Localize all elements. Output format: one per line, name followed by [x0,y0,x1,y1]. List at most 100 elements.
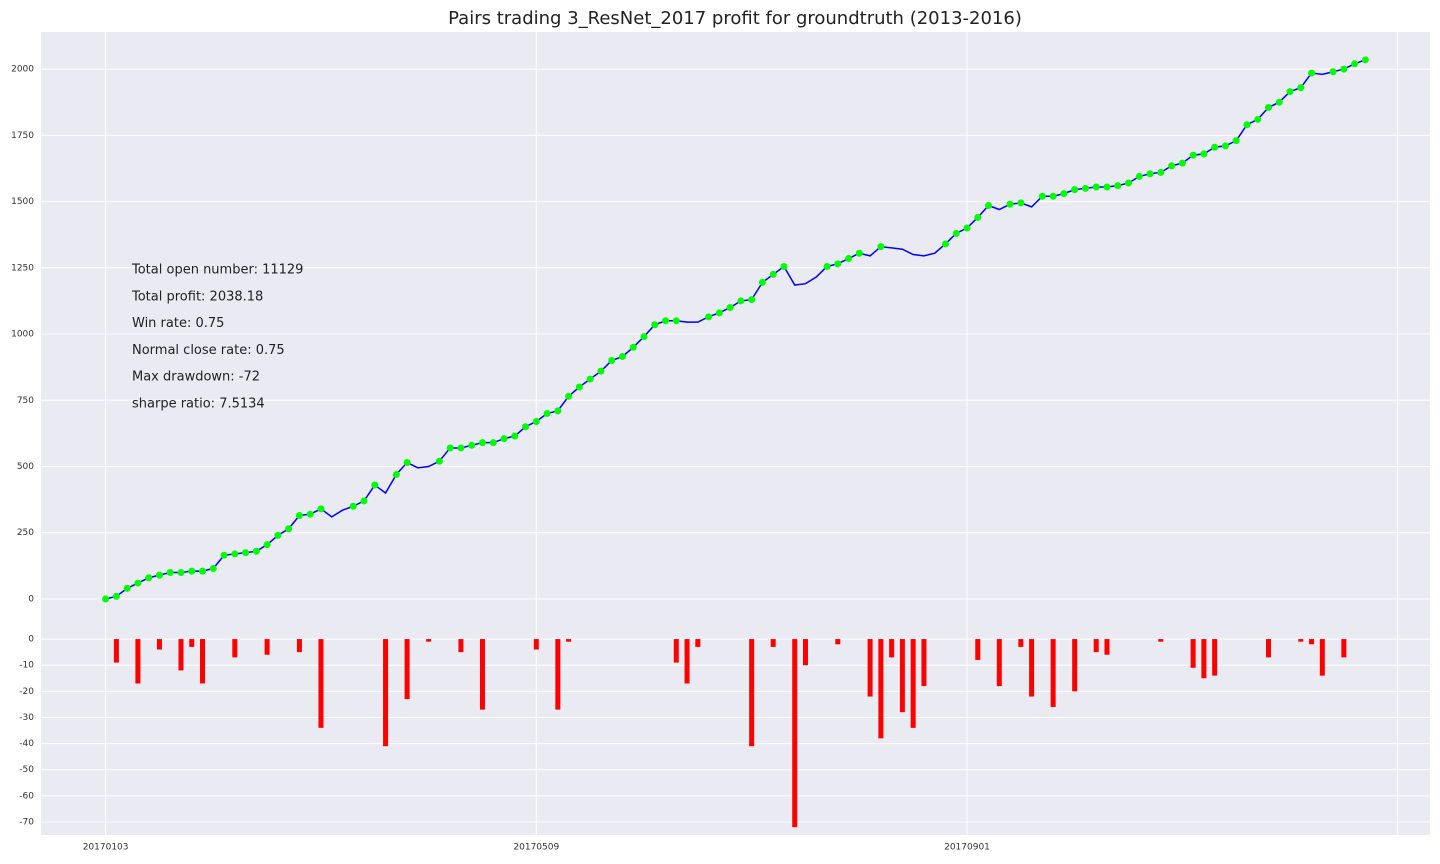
y-tick-label: 0 [28,594,34,604]
new-high-marker [123,584,131,592]
new-high-marker [209,565,217,573]
new-high-marker [629,343,637,351]
y-tick-label: 750 [17,396,34,406]
y-tick-label: 1000 [11,330,34,340]
new-high-marker [1264,104,1272,112]
new-high-marker [726,304,734,312]
profit-line [105,59,1366,600]
y-tick-label: 1500 [11,197,34,207]
new-high-marker [543,410,551,418]
new-high-marker [1081,184,1089,192]
new-high-marker [1168,162,1176,170]
bar [792,639,798,828]
annotation: Total open number: 11129 [131,263,303,278]
bar [889,639,895,658]
bar [566,639,572,642]
new-high-marker [522,423,530,431]
bar [695,639,701,647]
new-high-marker [823,262,831,270]
bar [178,639,184,671]
bar [1158,639,1164,642]
bar [1309,639,1315,645]
bar [910,639,916,728]
new-high-marker [199,567,207,575]
new-high-marker [188,567,196,575]
y-tick-label: 500 [17,462,34,472]
new-high-marker [1308,69,1316,77]
new-high-marker [1351,60,1359,68]
new-high-marker [1125,179,1133,187]
new-high-marker [618,353,626,361]
new-high-marker [640,333,648,341]
bar [232,639,238,658]
new-high-marker [532,417,540,425]
bar [1298,639,1304,642]
new-high-marker [1006,200,1014,208]
bar [921,639,927,687]
bar [899,639,905,713]
y-tick-label: -50 [19,765,34,775]
new-high-marker [941,240,949,248]
new-high-marker [1017,199,1025,207]
new-high-marker [651,321,659,329]
bar [296,639,302,653]
bar [156,639,162,650]
annotation: Win rate: 0.75 [132,316,224,331]
new-high-marker [737,297,745,305]
y-tick-label: 1750 [11,131,34,141]
new-high-marker [134,579,142,587]
y-tick-label: -40 [19,739,34,749]
bar [426,639,432,642]
new-high-marker [554,407,562,415]
annotation: Total profit: 2038.18 [131,289,263,304]
new-high-marker [834,260,842,268]
new-high-marker [662,317,670,325]
new-high-marker [1232,137,1240,145]
new-high-marker [1146,170,1154,178]
new-high-marker [845,255,853,263]
new-high-marker [435,457,443,465]
bar [749,639,755,747]
bar [383,639,389,747]
bar [878,639,884,739]
y-tick-label: 2000 [11,65,34,75]
new-high-marker [166,568,174,576]
new-high-marker [608,357,616,365]
new-high-marker [220,551,228,559]
bar [189,639,195,647]
y-tick-label: -20 [19,687,34,697]
bar [113,639,119,663]
new-high-marker [1114,182,1122,190]
new-high-marker [489,439,497,447]
chart-title: Pairs trading 3_ResNet_2017 profit for g… [448,8,1022,29]
new-high-marker [155,571,163,579]
new-high-marker [306,510,314,518]
new-high-marker [478,439,486,447]
bar [802,639,808,666]
x-tick-label: 20170901 [944,843,990,853]
new-high-marker [295,512,303,520]
bar [135,639,141,684]
new-high-marker [1286,88,1294,96]
new-high-marker [1275,98,1283,106]
new-high-marker [1103,183,1111,191]
new-high-marker [392,470,400,478]
plot-background [41,626,1430,835]
bar [404,639,410,700]
new-high-marker [586,375,594,383]
new-high-marker [285,525,293,533]
new-high-marker [1329,68,1337,76]
new-high-marker [1361,56,1369,64]
annotation: sharpe ratio: 7.5134 [132,397,265,412]
new-high-marker [274,531,282,539]
new-high-marker [468,441,476,449]
new-high-marker [1254,115,1262,123]
new-high-marker [1071,186,1079,194]
new-high-marker [855,249,863,257]
new-high-marker [1092,183,1100,191]
annotation: Max drawdown: -72 [132,370,260,385]
new-high-marker [575,383,583,391]
new-high-marker [145,574,153,582]
new-high-marker [1049,192,1057,200]
